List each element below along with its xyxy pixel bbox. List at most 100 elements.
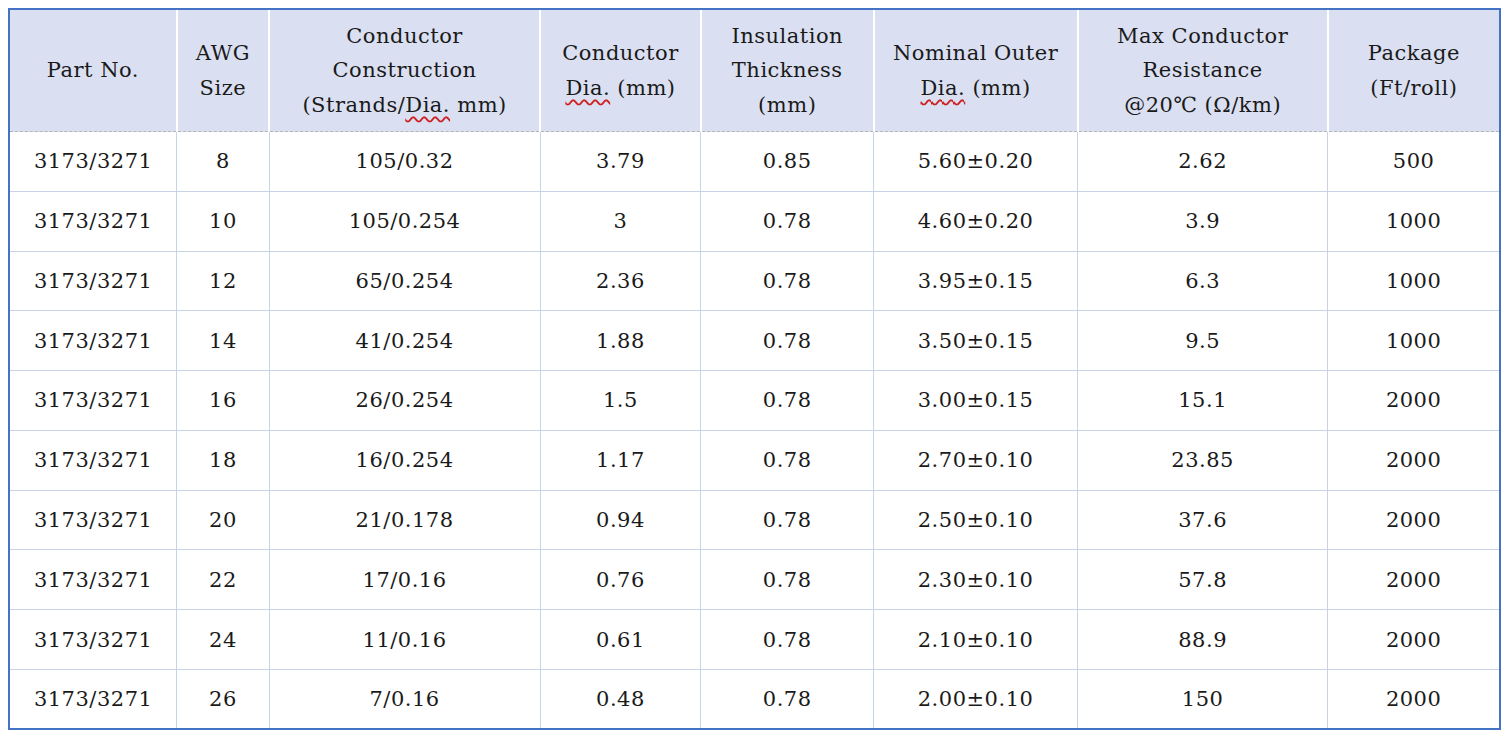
header-nominal-outer-dia: Nominal Outer Dia. (mm)	[874, 10, 1078, 132]
cell-nominal-outer-dia: 2.10±0.10	[874, 610, 1078, 670]
header-nominal-outer-dia-line1: Nominal Outer	[879, 36, 1073, 70]
table-row: 3173/32712217/0.160.760.782.30±0.1057.82…	[10, 550, 1499, 610]
cell-package: 1000	[1328, 191, 1499, 251]
header-max-resistance-line2: Resistance	[1083, 53, 1323, 87]
cell-part-no: 3173/3271	[10, 490, 177, 550]
header-part-no: Part No.	[10, 10, 177, 132]
cell-conductor-construction: 11/0.16	[269, 610, 540, 670]
wire-spec-table: Part No. AWG Size Conductor Construction…	[10, 10, 1499, 728]
cell-nominal-outer-dia: 4.60±0.20	[874, 191, 1078, 251]
table-row: 3173/32711626/0.2541.50.783.00±0.1515.12…	[10, 371, 1499, 431]
cell-insulation-thickness: 0.78	[701, 550, 874, 610]
cell-insulation-thickness: 0.78	[701, 251, 874, 311]
header-max-resistance-line1: Max Conductor	[1083, 19, 1323, 53]
cell-conductor-construction: 7/0.16	[269, 669, 540, 728]
cell-max-resistance: 37.6	[1078, 490, 1328, 550]
cell-part-no: 3173/3271	[10, 669, 177, 728]
cell-nominal-outer-dia: 2.70±0.10	[874, 430, 1078, 490]
cell-conductor-dia: 1.17	[540, 430, 701, 490]
cell-nominal-outer-dia: 2.50±0.10	[874, 490, 1078, 550]
spellcheck-underline: Dia.	[921, 76, 966, 100]
cell-part-no: 3173/3271	[10, 610, 177, 670]
cell-conductor-dia: 0.48	[540, 669, 701, 728]
header-package-line1: Package	[1333, 36, 1495, 70]
cell-part-no: 3173/3271	[10, 311, 177, 371]
table-row: 3173/32712021/0.1780.940.782.50±0.1037.6…	[10, 490, 1499, 550]
cell-conductor-construction: 21/0.178	[269, 490, 540, 550]
header-insulation-thickness-line3: (mm)	[706, 88, 869, 122]
header-conductor-construction: Conductor Construction (Strands/Dia. mm)	[269, 10, 540, 132]
cell-package: 2000	[1328, 371, 1499, 431]
header-max-resistance-line3: @20℃ (Ω/km)	[1083, 88, 1323, 122]
cell-part-no: 3173/3271	[10, 430, 177, 490]
cell-conductor-dia: 0.76	[540, 550, 701, 610]
header-awg-size-line1: AWG	[182, 36, 264, 70]
spellcheck-underline: Dia.	[565, 76, 610, 100]
cell-insulation-thickness: 0.85	[701, 132, 874, 192]
cell-conductor-construction: 17/0.16	[269, 550, 540, 610]
cell-insulation-thickness: 0.78	[701, 371, 874, 431]
cell-awg-size: 8	[177, 132, 269, 192]
cell-part-no: 3173/3271	[10, 371, 177, 431]
cell-conductor-dia: 0.61	[540, 610, 701, 670]
cell-awg-size: 22	[177, 550, 269, 610]
table-row: 3173/3271267/0.160.480.782.00±0.10150200…	[10, 669, 1499, 728]
header-conductor-construction-line1: Conductor	[274, 19, 535, 53]
cell-package: 1000	[1328, 251, 1499, 311]
header-conductor-dia: Conductor Dia. (mm)	[540, 10, 701, 132]
cell-nominal-outer-dia: 3.00±0.15	[874, 371, 1078, 431]
cell-conductor-dia: 1.5	[540, 371, 701, 431]
cell-awg-size: 14	[177, 311, 269, 371]
cell-part-no: 3173/3271	[10, 191, 177, 251]
cell-insulation-thickness: 0.78	[701, 490, 874, 550]
table-header: Part No. AWG Size Conductor Construction…	[10, 10, 1499, 132]
cell-package: 2000	[1328, 610, 1499, 670]
cell-nominal-outer-dia: 2.00±0.10	[874, 669, 1078, 728]
cell-max-resistance: 9.5	[1078, 311, 1328, 371]
table-row: 3173/32711265/0.2542.360.783.95±0.156.31…	[10, 251, 1499, 311]
cell-conductor-dia: 1.88	[540, 311, 701, 371]
cell-nominal-outer-dia: 3.95±0.15	[874, 251, 1078, 311]
cell-max-resistance: 88.9	[1078, 610, 1328, 670]
cell-awg-size: 16	[177, 371, 269, 431]
header-insulation-thickness-line2: Thickness	[706, 53, 869, 87]
table-body: 3173/32718105/0.323.790.855.60±0.202.625…	[10, 132, 1499, 729]
cell-insulation-thickness: 0.78	[701, 430, 874, 490]
cell-awg-size: 26	[177, 669, 269, 728]
header-nominal-outer-dia-line2: Dia. (mm)	[879, 71, 1073, 105]
header-insulation-thickness: Insulation Thickness (mm)	[701, 10, 874, 132]
cell-nominal-outer-dia: 5.60±0.20	[874, 132, 1078, 192]
cell-conductor-construction: 41/0.254	[269, 311, 540, 371]
cell-awg-size: 12	[177, 251, 269, 311]
header-part-no-label: Part No.	[47, 58, 139, 82]
cell-awg-size: 10	[177, 191, 269, 251]
cell-package: 500	[1328, 132, 1499, 192]
cell-package: 2000	[1328, 550, 1499, 610]
cell-conductor-construction: 105/0.32	[269, 132, 540, 192]
cell-package: 2000	[1328, 669, 1499, 728]
cell-conductor-construction: 65/0.254	[269, 251, 540, 311]
cell-nominal-outer-dia: 2.30±0.10	[874, 550, 1078, 610]
header-awg-size: AWG Size	[177, 10, 269, 132]
cell-max-resistance: 2.62	[1078, 132, 1328, 192]
spec-table-container: Part No. AWG Size Conductor Construction…	[8, 8, 1501, 730]
cell-conductor-dia: 0.94	[540, 490, 701, 550]
table-row: 3173/32711816/0.2541.170.782.70±0.1023.8…	[10, 430, 1499, 490]
cell-conductor-construction: 16/0.254	[269, 430, 540, 490]
header-insulation-thickness-line1: Insulation	[706, 19, 869, 53]
cell-max-resistance: 150	[1078, 669, 1328, 728]
cell-conductor-construction: 105/0.254	[269, 191, 540, 251]
cell-max-resistance: 3.9	[1078, 191, 1328, 251]
header-max-resistance: Max Conductor Resistance @20℃ (Ω/km)	[1078, 10, 1328, 132]
cell-package: 2000	[1328, 490, 1499, 550]
table-row: 3173/32712411/0.160.610.782.10±0.1088.92…	[10, 610, 1499, 670]
cell-max-resistance: 15.1	[1078, 371, 1328, 431]
header-conductor-construction-line2: Construction	[274, 53, 535, 87]
header-package: Package (Ft/roll)	[1328, 10, 1499, 132]
cell-conductor-dia: 3.79	[540, 132, 701, 192]
cell-package: 2000	[1328, 430, 1499, 490]
table-row: 3173/32711441/0.2541.880.783.50±0.159.51…	[10, 311, 1499, 371]
cell-awg-size: 24	[177, 610, 269, 670]
cell-package: 1000	[1328, 311, 1499, 371]
cell-awg-size: 18	[177, 430, 269, 490]
